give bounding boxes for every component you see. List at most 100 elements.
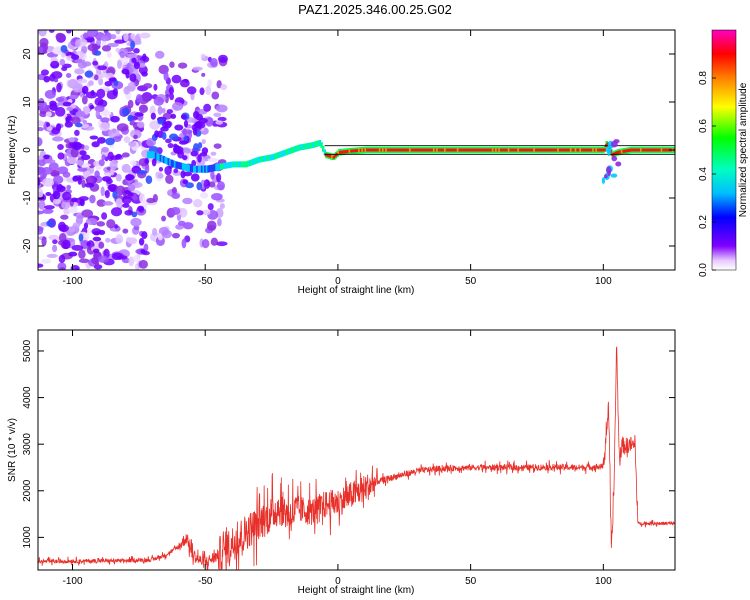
spectrogram-noise-blob bbox=[174, 124, 184, 131]
spectrogram-noise-blob bbox=[115, 234, 124, 244]
spectrogram-ridge-core bbox=[643, 148, 646, 152]
spectrogram-noise-blob bbox=[203, 179, 211, 189]
spectrogram-noise-blob bbox=[181, 81, 187, 88]
spectrogram-noise-blob bbox=[44, 159, 56, 164]
spectrogram-noise-blob bbox=[193, 143, 199, 152]
spectrogram-ridge-cell bbox=[255, 157, 258, 164]
top-y-tick-label: -20 bbox=[22, 238, 33, 253]
spectrogram-ridge-core bbox=[496, 148, 500, 152]
spectrogram-ridge-cell bbox=[259, 156, 263, 163]
spectrogram-noise-blob bbox=[219, 203, 225, 210]
spectrogram-ridge-core bbox=[566, 148, 570, 152]
spectrogram-ridge-core bbox=[413, 148, 417, 152]
spectrogram-ridge-cell bbox=[199, 165, 202, 173]
spectrogram-ridge-core bbox=[561, 148, 565, 152]
spectrogram-noise-blob bbox=[161, 132, 167, 140]
spectrogram-noise-blob bbox=[169, 61, 175, 68]
spectrogram-noise-blob bbox=[75, 159, 84, 166]
spectrogram-ridge-cell bbox=[173, 161, 177, 169]
spectrogram-ridge-cell bbox=[278, 151, 282, 158]
spectrogram-noise-blob bbox=[133, 48, 140, 54]
spectrogram-ridge-core bbox=[635, 148, 638, 152]
spectrogram-ridge-core bbox=[525, 148, 528, 152]
spectrogram-noise-blob bbox=[56, 82, 62, 93]
spectrogram-ridge-cell bbox=[293, 146, 296, 153]
spectrogram-ridge-core bbox=[354, 149, 358, 153]
spectrogram-ridge-cell bbox=[306, 143, 309, 150]
spectrogram-noise-blob bbox=[107, 42, 119, 48]
spectrogram-ridge-core bbox=[603, 148, 606, 152]
spectrogram-ridge-cell bbox=[226, 162, 229, 169]
spectrogram-noise-blob bbox=[112, 190, 118, 199]
top-y-tick-label: 10 bbox=[22, 96, 33, 108]
spectrogram-ridge-core bbox=[507, 148, 511, 152]
spectrogram-ridge-cell bbox=[229, 161, 233, 168]
spectrogram-ridge-core bbox=[423, 148, 426, 152]
spectrogram-noise-blob bbox=[62, 239, 71, 250]
spectrogram-noise-blob bbox=[66, 30, 72, 34]
spectrogram-noise-blob bbox=[41, 236, 47, 247]
spectrogram-ridge-core bbox=[458, 148, 461, 152]
spectrogram-ridge-cell bbox=[301, 144, 304, 151]
spectrogram-ridge-core bbox=[424, 148, 428, 152]
spectrogram-noise-blob bbox=[106, 219, 116, 229]
spectrogram-noise-blob bbox=[131, 211, 138, 218]
spectrogram-noise-blob bbox=[170, 113, 177, 119]
spectrogram-noise-blob bbox=[211, 192, 223, 201]
spectrogram-ridge-core bbox=[598, 148, 601, 152]
spectrogram-ridge-core bbox=[442, 148, 445, 152]
spectrogram-ridge-core bbox=[539, 148, 543, 152]
spectrogram-noise-blob bbox=[170, 206, 181, 216]
spectrogram-noise-blob bbox=[72, 141, 82, 151]
spectrogram-ridge-cell bbox=[178, 162, 182, 170]
spectrogram-ridge-cell bbox=[304, 143, 307, 150]
spectrogram-ridge-core bbox=[624, 149, 627, 153]
spectrogram-ridge-cell bbox=[299, 144, 303, 151]
spectrogram-ridge-cell bbox=[275, 152, 279, 159]
spectrogram-ridge-cell bbox=[161, 155, 164, 163]
spectrogram-noise-blob bbox=[38, 263, 44, 268]
spectrogram-spike-blob bbox=[607, 149, 611, 157]
spectrogram-noise-blob bbox=[116, 123, 129, 132]
spectrogram-noise-blob bbox=[114, 39, 126, 44]
spectrogram-ridge-cell bbox=[221, 163, 225, 170]
spectrogram-ridge-core bbox=[432, 148, 436, 152]
spectrogram-ridge-core bbox=[526, 148, 530, 152]
spectrogram-noise-blob bbox=[68, 251, 78, 257]
spectrogram-ridge-core bbox=[576, 148, 579, 152]
spectrogram-noise-blob bbox=[182, 155, 188, 161]
spectrogram-noise-blob bbox=[71, 244, 84, 251]
spectrogram-noise-blob bbox=[38, 200, 46, 210]
spectrogram-ridge-core bbox=[452, 148, 455, 152]
spectrogram-ridge-core bbox=[338, 150, 342, 154]
spectrogram-ridge-core bbox=[475, 148, 479, 152]
spectrogram-noise-blob bbox=[124, 209, 134, 216]
spectrogram-noise-blob bbox=[44, 205, 55, 210]
spectrogram-ridge-core bbox=[574, 148, 578, 152]
spectrogram-ridge-core bbox=[426, 148, 429, 152]
spectrogram-noise-blob bbox=[172, 102, 184, 111]
spectrogram-noise-blob bbox=[115, 153, 122, 159]
spectrogram-noise-blob bbox=[79, 91, 84, 98]
spectrogram-noise-blob bbox=[67, 205, 78, 213]
spectrogram-ridge-cell bbox=[271, 154, 274, 161]
spectrogram-noise-blob bbox=[133, 61, 141, 70]
spectrogram-ridge-core bbox=[515, 148, 519, 152]
spectrogram-ridge-core bbox=[593, 148, 597, 152]
spectrogram-ridge-core bbox=[474, 148, 477, 152]
spectrogram-ridge-core bbox=[652, 148, 656, 152]
spectrogram-ridge-core bbox=[592, 148, 595, 152]
spectrogram-ridge-core bbox=[342, 150, 345, 154]
spectrogram-ridge-cell bbox=[291, 146, 295, 153]
spectrogram-noise-blob bbox=[192, 66, 203, 71]
spectrogram-noise-blob bbox=[130, 40, 136, 50]
spectrogram-noise-blob bbox=[74, 129, 80, 137]
spectrogram-noise-blob bbox=[150, 112, 156, 120]
spectrogram-noise-blob bbox=[65, 72, 72, 78]
spectrogram-noise-blob bbox=[66, 106, 74, 111]
spectrogram-ridge-core bbox=[437, 148, 441, 152]
spectrogram-ridge-core bbox=[409, 148, 412, 152]
spectrogram-noise-blob bbox=[183, 222, 194, 230]
spectrogram-noise-blob bbox=[38, 137, 43, 147]
spectrogram-ridge-core bbox=[351, 149, 355, 153]
